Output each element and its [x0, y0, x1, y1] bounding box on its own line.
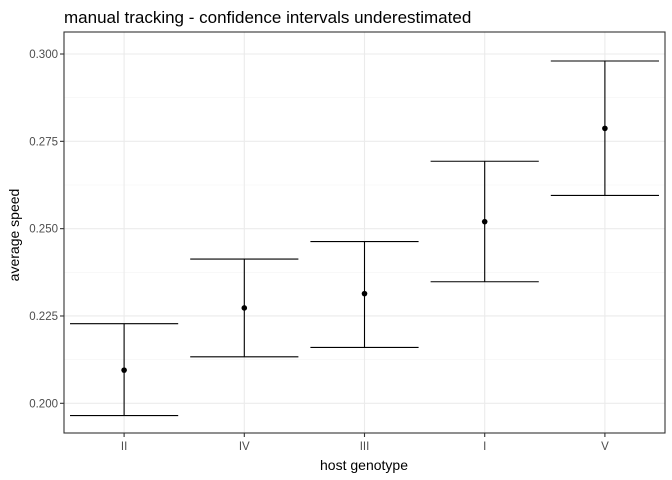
chart-title: manual tracking - confidence intervals u…	[64, 8, 471, 27]
x-tick-label: II	[121, 441, 127, 453]
data-point	[361, 290, 368, 297]
x-tick-label: III	[360, 441, 370, 453]
data-point	[602, 125, 608, 132]
x-axis: II IV III I V	[121, 433, 609, 453]
grid	[64, 32, 665, 433]
y-tick-label: 0.200	[29, 398, 58, 410]
y-tick-label: 0.275	[29, 136, 58, 148]
x-tick-label: IV	[239, 441, 250, 453]
y-tick-label: 0.300	[29, 49, 58, 61]
x-tick-label: I	[483, 441, 486, 453]
x-axis-title: host genotype	[320, 457, 408, 473]
chart-marks	[70, 60, 659, 417]
y-tick-label: 0.250	[29, 224, 58, 236]
y-axis: 0.200 0.225 0.250 0.275 0.300	[29, 49, 64, 410]
y-tick-label: 0.225	[29, 311, 58, 323]
y-axis-title: average speed	[6, 189, 22, 282]
data-point	[121, 367, 127, 373]
data-point	[481, 218, 488, 225]
data-point	[241, 305, 248, 311]
x-tick-label: V	[601, 441, 609, 453]
